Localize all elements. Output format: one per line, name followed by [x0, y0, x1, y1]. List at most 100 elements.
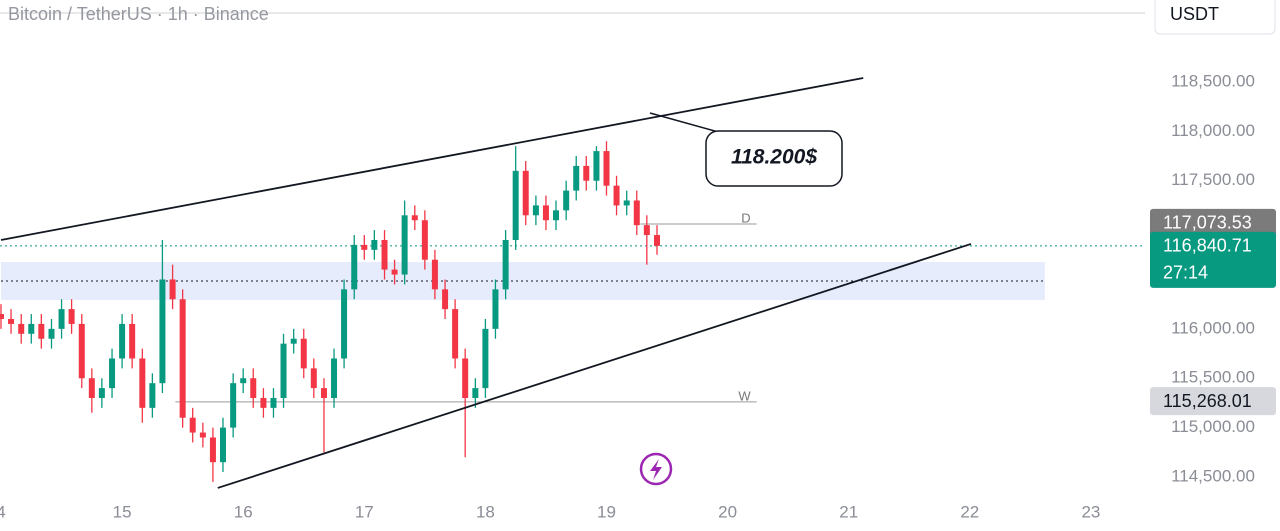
candle-body — [593, 151, 600, 181]
price-tag-label: 116,840.71 — [1163, 236, 1252, 256]
candle-body — [189, 417, 196, 433]
candle-body — [310, 368, 317, 389]
candle-body — [270, 397, 277, 408]
candle-body — [240, 378, 247, 384]
currency-button[interactable] — [1154, 0, 1276, 35]
candle-body — [391, 269, 398, 275]
candle-body — [532, 205, 539, 216]
price-tag — [1150, 231, 1276, 288]
candle-body — [139, 358, 146, 408]
candle-body — [98, 388, 105, 398]
x-tick-label: 23 — [1081, 502, 1100, 521]
candle-body — [653, 235, 660, 246]
candle-body — [341, 289, 348, 359]
candle-body — [633, 200, 640, 226]
x-tick-label: 15 — [113, 502, 132, 521]
candle-body — [603, 151, 610, 186]
callout-pointer — [649, 112, 723, 134]
candle-body — [119, 323, 126, 359]
price-tag — [1150, 387, 1276, 416]
plot-area: DW — [0, 77, 1145, 489]
candle-body — [331, 358, 338, 398]
candle-body — [38, 323, 45, 339]
candle-body — [300, 338, 307, 369]
price-tag — [1150, 208, 1276, 237]
candle-body — [260, 397, 267, 408]
candle-body — [482, 328, 489, 389]
x-tick-label: 16 — [234, 502, 253, 521]
candle-body — [199, 432, 206, 438]
candle-body — [159, 279, 166, 384]
candle-body — [553, 210, 560, 221]
candle-body — [381, 239, 388, 270]
candle-body — [452, 309, 459, 359]
candle-body — [472, 388, 479, 398]
candle-body — [18, 323, 25, 334]
candle-body — [58, 309, 65, 329]
candle-body — [623, 200, 630, 206]
candle-body — [149, 383, 156, 408]
y-tick-label: 116,000.00 — [1171, 318, 1255, 337]
x-tick-label: 22 — [960, 502, 979, 521]
y-tick-label: 114,500.00 — [1171, 466, 1255, 485]
candle-body — [371, 239, 378, 250]
candle-body — [361, 244, 368, 250]
candle-body — [280, 343, 287, 398]
y-tick-label: 118,000.00 — [1171, 121, 1255, 140]
candle-body — [421, 220, 428, 260]
x-tick-label: 20 — [718, 502, 737, 521]
x-tick-label: 18 — [476, 502, 495, 521]
candle-body — [28, 323, 35, 334]
candle-body — [522, 170, 529, 216]
candle-body — [563, 190, 570, 211]
callout-box — [705, 130, 843, 187]
candle-body — [431, 259, 438, 290]
candle-body — [542, 205, 549, 221]
currency-label[interactable]: USDT — [1170, 4, 1219, 24]
candle-body — [573, 165, 580, 191]
candle-body — [179, 299, 186, 418]
y-tick-label: 117,500.00 — [1171, 170, 1255, 189]
candle-body — [643, 225, 650, 236]
candle-body — [250, 378, 257, 398]
candle-body — [230, 383, 237, 428]
level-label: W — [738, 388, 751, 403]
candle-body — [209, 437, 216, 463]
candle-body — [512, 170, 519, 240]
y-tick-label: 115,000.00 — [1171, 417, 1255, 436]
y-tick-label: 115,500.00 — [1171, 368, 1255, 387]
candle-body — [109, 358, 116, 389]
trendline — [0, 77, 864, 241]
candle-body — [502, 239, 509, 290]
x-tick-label: 21 — [839, 502, 858, 521]
candle-body — [0, 314, 4, 319]
candle-body — [442, 289, 449, 310]
candle-body — [401, 215, 408, 275]
candle-body — [88, 378, 95, 398]
candle-body — [320, 388, 327, 398]
level-label: D — [741, 210, 750, 225]
candle-body — [78, 323, 85, 379]
chart-title: Bitcoin / TetherUS · 1h · Binance — [8, 4, 269, 24]
y-tick-label: 118,500.00 — [1171, 71, 1255, 90]
price-tag-label: 117,073.53 — [1163, 213, 1252, 233]
candle-body — [411, 215, 418, 221]
candle-body — [8, 318, 15, 324]
candle-body — [129, 323, 136, 359]
price-tag-label: 115,268.01 — [1163, 391, 1252, 411]
callout-text: 118.200$ — [731, 146, 817, 169]
candle-body — [351, 244, 358, 290]
x-tick-label: 17 — [355, 502, 374, 521]
candle-body — [583, 165, 590, 181]
price-countdown: 27:14 — [1163, 263, 1208, 283]
x-tick-label: 4 — [0, 502, 6, 521]
trendline — [217, 243, 972, 489]
candle-body — [48, 328, 55, 339]
lightning-icon[interactable] — [639, 452, 673, 486]
candle-body — [462, 358, 469, 398]
candle-body — [492, 289, 499, 329]
candle-body — [219, 427, 226, 463]
x-tick-label: 19 — [597, 502, 616, 521]
candle-body — [169, 279, 176, 300]
